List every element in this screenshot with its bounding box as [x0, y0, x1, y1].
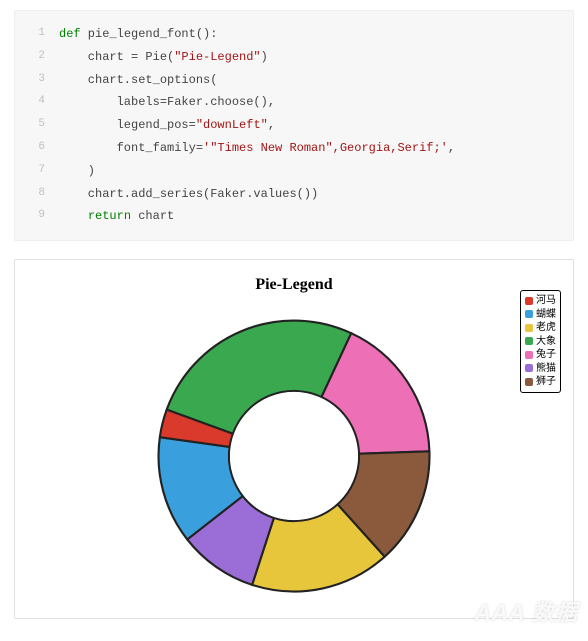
donut-hole	[230, 392, 358, 520]
legend-item: 河马	[525, 294, 556, 308]
legend-swatch	[525, 378, 533, 386]
code-text: legend_pos="downLeft",	[59, 114, 275, 137]
line-number: 4	[23, 91, 45, 114]
code-text: chart.add_series(Faker.values())	[59, 183, 318, 206]
line-number: 9	[23, 205, 45, 228]
legend-item: 大象	[525, 335, 556, 349]
code-text: )	[59, 160, 95, 183]
code-block: 1def pie_legend_font():2 chart = Pie("Pi…	[14, 10, 574, 241]
code-line: 3 chart.set_options(	[23, 69, 563, 92]
legend-label: 熊猫	[536, 362, 556, 376]
watermark: AAA 数据	[475, 595, 578, 627]
legend-swatch	[525, 364, 533, 372]
donut-chart	[144, 306, 444, 606]
line-number: 5	[23, 114, 45, 137]
code-text: labels=Faker.choose(),	[59, 91, 275, 114]
legend-swatch	[525, 351, 533, 359]
legend-label: 狮子	[536, 375, 556, 389]
code-line: 4 labels=Faker.choose(),	[23, 91, 563, 114]
chart-panel: Pie-Legend 河马蝴蝶老虎大象兔子熊猫狮子	[14, 259, 574, 619]
legend-item: 兔子	[525, 348, 556, 362]
line-number: 2	[23, 46, 45, 69]
legend-swatch	[525, 310, 533, 318]
legend-label: 河马	[536, 294, 556, 308]
code-text: font_family='"Times New Roman",Georgia,S…	[59, 137, 455, 160]
code-line: 5 legend_pos="downLeft",	[23, 114, 563, 137]
line-number: 6	[23, 137, 45, 160]
legend-item: 熊猫	[525, 362, 556, 376]
code-text: chart.set_options(	[59, 69, 217, 92]
code-line: 8 chart.add_series(Faker.values())	[23, 183, 563, 206]
code-text: return chart	[59, 205, 174, 228]
legend-item: 老虎	[525, 321, 556, 335]
legend-swatch	[525, 324, 533, 332]
legend-item: 狮子	[525, 375, 556, 389]
code-line: 7 )	[23, 160, 563, 183]
line-number: 8	[23, 183, 45, 206]
chart-legend: 河马蝴蝶老虎大象兔子熊猫狮子	[520, 290, 561, 393]
legend-label: 蝴蝶	[536, 308, 556, 322]
code-text: chart = Pie("Pie-Legend")	[59, 46, 268, 69]
legend-label: 老虎	[536, 321, 556, 335]
legend-swatch	[525, 297, 533, 305]
chart-title: Pie-Legend	[15, 276, 573, 294]
donut-svg	[144, 306, 444, 606]
code-line: 1 def pie_legend_font():	[23, 23, 563, 46]
code-line: 6 font_family='"Times New Roman",Georgia…	[23, 137, 563, 160]
legend-swatch	[525, 337, 533, 345]
legend-label: 兔子	[536, 348, 556, 362]
line-number: 7	[23, 160, 45, 183]
code-line: 2 chart = Pie("Pie-Legend")	[23, 46, 563, 69]
line-number: 1	[23, 23, 45, 46]
legend-label: 大象	[536, 335, 556, 349]
code-text: def pie_legend_font():	[59, 23, 217, 46]
line-number: 3	[23, 69, 45, 92]
legend-item: 蝴蝶	[525, 308, 556, 322]
code-line: 9 return chart	[23, 205, 563, 228]
